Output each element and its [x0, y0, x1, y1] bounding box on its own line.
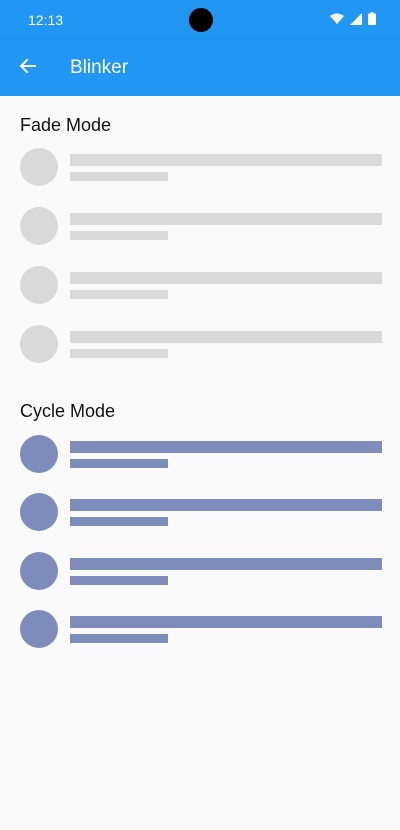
- fade-placeholder-item: [20, 148, 382, 188]
- placeholder-line-long: [70, 213, 382, 225]
- fade-placeholder-item: [20, 266, 382, 306]
- status-time: 12:13: [28, 12, 64, 28]
- placeholder-line-long: [70, 272, 382, 284]
- placeholder-line-long: [70, 441, 382, 453]
- fade-placeholder-item: [20, 207, 382, 247]
- wifi-icon: [330, 13, 344, 25]
- status-bar: 12:13: [0, 0, 400, 40]
- placeholder-line-long: [70, 616, 382, 628]
- arrow-left-icon: [19, 57, 37, 80]
- cycle-mode-title: Cycle Mode: [20, 401, 116, 421]
- cycle-placeholder-item: [20, 552, 382, 592]
- placeholder-avatar: [20, 207, 58, 245]
- placeholder-line-long: [70, 154, 382, 166]
- back-button[interactable]: [10, 50, 46, 86]
- cycle-placeholder-item: [20, 610, 382, 650]
- placeholder-line-short: [70, 517, 168, 526]
- cycle-placeholder-item: [20, 493, 382, 533]
- placeholder-line-long: [70, 499, 382, 511]
- placeholder-avatar: [20, 266, 58, 304]
- placeholder-avatar: [20, 552, 58, 590]
- fade-mode-title: Fade Mode: [20, 115, 112, 135]
- placeholder-avatar: [20, 610, 58, 648]
- placeholder-line-short: [70, 231, 168, 240]
- placeholder-line-short: [70, 576, 168, 585]
- cycle-placeholder-item: [20, 435, 382, 475]
- placeholder-line-short: [70, 634, 168, 643]
- placeholder-avatar: [20, 493, 58, 531]
- placeholder-line-short: [70, 349, 168, 358]
- fade-placeholder-item: [20, 325, 382, 365]
- signal-icon: [350, 12, 362, 25]
- placeholder-line-long: [70, 331, 382, 343]
- placeholder-avatar: [20, 435, 58, 473]
- status-icons: [330, 12, 376, 25]
- camera-cutout: [189, 8, 213, 32]
- placeholder-line-short: [70, 290, 168, 299]
- placeholder-line-long: [70, 558, 382, 570]
- placeholder-avatar: [20, 325, 58, 363]
- placeholder-avatar: [20, 148, 58, 186]
- app-title: Blinker: [70, 57, 129, 78]
- placeholder-line-short: [70, 459, 168, 468]
- app-bar: Blinker: [0, 40, 400, 96]
- main-content: Fade Mode Cycle Mode: [0, 96, 400, 830]
- battery-icon: [368, 12, 376, 25]
- placeholder-line-short: [70, 172, 168, 181]
